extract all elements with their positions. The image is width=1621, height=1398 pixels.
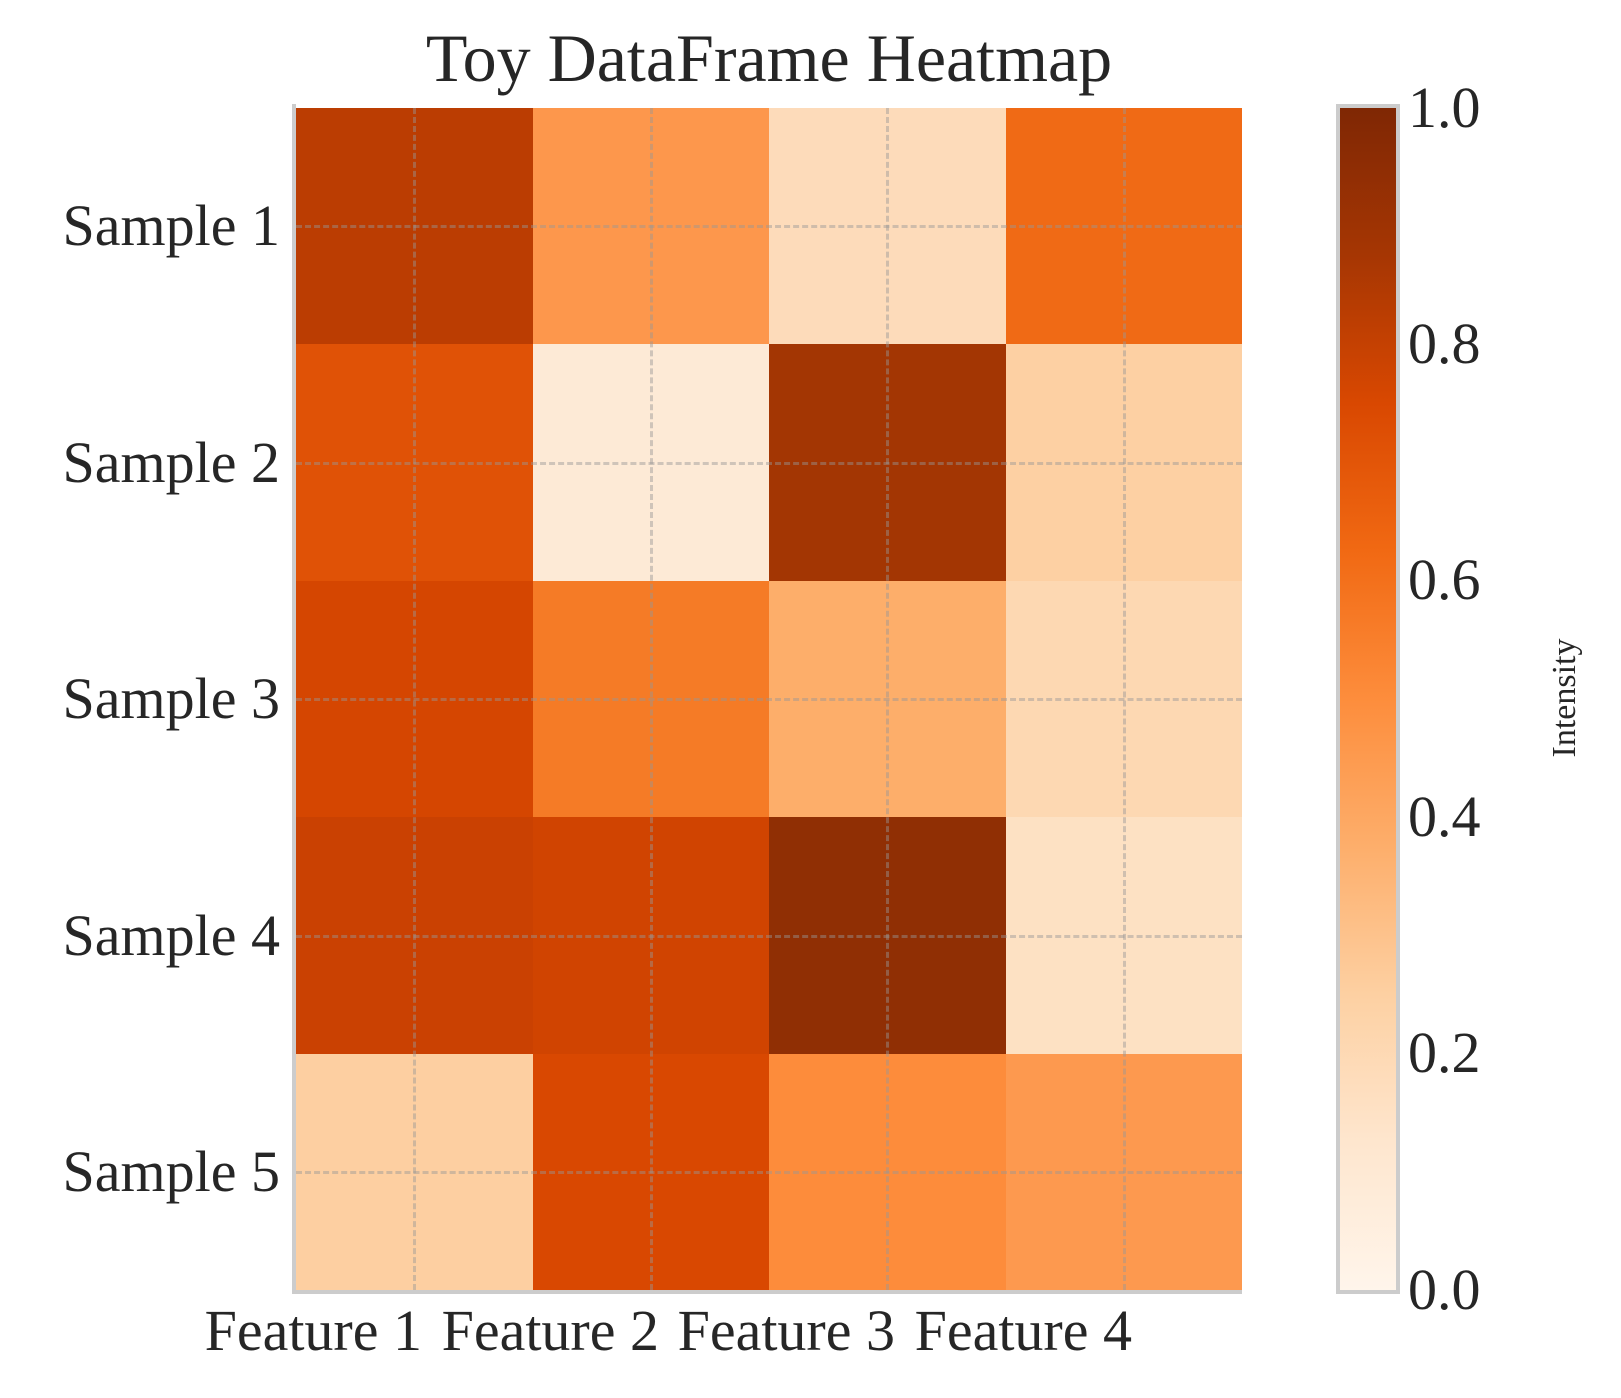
heatmap-cell (296, 344, 533, 581)
colorbar-label: Intensity (1546, 638, 1583, 758)
y-tick-label: Sample 2 (62, 430, 280, 495)
heatmap-cell (769, 1053, 1006, 1290)
heatmap-cell (532, 1053, 769, 1290)
heatmap-cell (1005, 1053, 1242, 1290)
y-tick-label: Sample 1 (62, 193, 280, 258)
heatmap-cell (532, 580, 769, 818)
heatmap-cell (769, 580, 1006, 818)
heatmap-cell (296, 817, 533, 1054)
heatmap-axes (292, 104, 1242, 1294)
colorbar-tick-label: 0.4 (1408, 784, 1481, 849)
heatmap-cell (1005, 108, 1242, 345)
chart-title: Toy DataFrame Heatmap (425, 20, 1113, 96)
x-tick-label: Feature 3 (677, 1298, 895, 1363)
colorbar-tick-label: 0.2 (1408, 1020, 1481, 1085)
heatmap-cell (769, 108, 1006, 345)
heatmap-cell (296, 580, 533, 818)
x-tick-label: Feature 4 (914, 1298, 1132, 1363)
heatmap-cell (769, 344, 1006, 581)
heatmap-cell (1005, 344, 1242, 581)
y-tick-label: Sample 4 (62, 903, 280, 968)
x-tick-label: Feature 2 (441, 1298, 659, 1363)
heatmap-cell (1005, 580, 1242, 818)
heatmap-cell (296, 1053, 533, 1290)
heatmap-cell (296, 108, 533, 345)
heatmap-cell (532, 817, 769, 1054)
heatmap-cell (532, 108, 769, 345)
colorbar-tick-label: 0.8 (1408, 311, 1481, 376)
colorbar-tick-label: 1.0 (1408, 75, 1481, 140)
heatmap-cell (532, 344, 769, 581)
colorbar-tick-label: 0.6 (1408, 547, 1481, 612)
colorbar (1336, 104, 1400, 1294)
y-tick-label: Sample 3 (62, 666, 280, 731)
heatmap-cell (1005, 817, 1242, 1054)
x-tick-label: Feature 1 (204, 1298, 422, 1363)
heatmap-grid (296, 108, 1242, 1290)
colorbar-tick-label: 0.0 (1408, 1257, 1481, 1322)
heatmap-cell (769, 817, 1006, 1054)
y-tick-label: Sample 5 (62, 1139, 280, 1204)
